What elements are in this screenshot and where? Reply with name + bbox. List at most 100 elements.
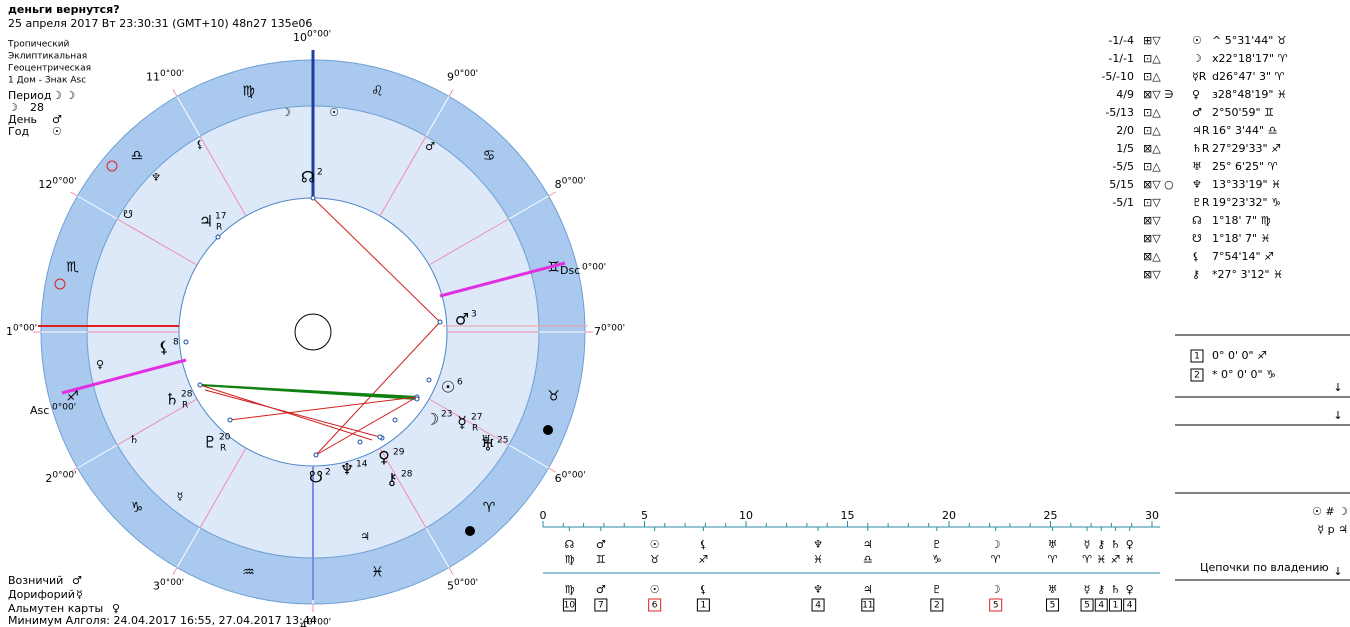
planet-glyph: ♄ <box>165 390 179 409</box>
setting: Эклиптикальная <box>8 52 87 62</box>
aspect-line <box>199 384 373 441</box>
chart-info: 25 апреля 2017 Вт 23:30:31 (GMT+10) 48n2… <box>8 17 312 30</box>
column-sign: ♉ <box>650 553 660 566</box>
planet-glyph: ♀ <box>378 448 390 467</box>
reception: ☿ p ♃ <box>1317 523 1348 536</box>
house-number: 11 <box>146 70 160 83</box>
house-cusp-tick <box>448 89 454 97</box>
column-ruler: ♂ <box>596 583 606 596</box>
aspect-position: 1°18' 7" ♓ <box>1212 232 1270 245</box>
aspect-planet: ☉ <box>1192 34 1202 47</box>
column-box <box>1080 598 1094 612</box>
aspect-planet: ♀ <box>1192 88 1200 101</box>
ruler-value: ☉ <box>52 125 62 138</box>
aspect-position: 2°50'59" ♊ <box>1212 106 1274 119</box>
retrograde: R <box>220 444 226 454</box>
house-degree: 0°00' <box>160 69 184 79</box>
scale-tick-label: 5 <box>641 509 648 522</box>
column-house: 2 <box>934 601 940 611</box>
aspect-flags: ⊡△ <box>1143 160 1161 173</box>
ruler-value: 28 <box>30 101 44 114</box>
column-planet: ⚸ <box>699 538 707 551</box>
aspect-flags: ⊠▽ <box>1143 214 1161 227</box>
column-sign: ♐ <box>698 553 708 566</box>
scale-tick-label: 15 <box>841 509 855 522</box>
footer-label: Альмутен карты <box>8 602 103 615</box>
sign-divider <box>176 527 201 568</box>
house-degree: 0°00' <box>454 69 478 79</box>
aspect-flags: ⊡△ <box>1143 106 1161 119</box>
aspect-planet: ☊ <box>1192 214 1202 227</box>
planet-degree: 23 <box>441 410 452 420</box>
house-cusp <box>199 136 247 217</box>
house-number: 5 <box>447 580 454 593</box>
house-glyph: ☽ <box>281 106 291 119</box>
chains-label: Цепочки по владению <box>1200 561 1329 574</box>
house-cusp <box>379 136 427 217</box>
setting: Тропический <box>7 40 70 50</box>
house-number: 7 <box>594 325 601 338</box>
column-house: 1 <box>1113 601 1119 611</box>
sign-glyph: ♈ <box>483 500 496 516</box>
sign-divider <box>425 527 450 568</box>
aspect-planet: ♇R <box>1192 196 1210 209</box>
house-glyph: ♀ <box>96 358 104 371</box>
column-sign: ♈ <box>1048 553 1058 566</box>
column-house: 1 <box>701 601 707 611</box>
house-number: 10 <box>293 31 307 44</box>
sign-glyph: ♓ <box>371 565 384 581</box>
house-cusp-tick <box>70 467 78 473</box>
aspect-position: d26°47' 3" ♈ <box>1212 70 1285 83</box>
algol-info: Минимум Алголя: 24.04.2017 16:55, 27.04.… <box>8 614 317 627</box>
planet-degree: 17 <box>215 212 226 222</box>
house-glyph: ☿ <box>177 490 184 503</box>
planet-degree: 6 <box>457 378 463 388</box>
center <box>294 313 332 351</box>
ruler-value: ☽ ☽ <box>52 89 75 102</box>
column-house: 10 <box>564 601 576 611</box>
dsc-axis <box>439 261 566 298</box>
aspect-position: 27°29'33" ♐ <box>1212 142 1281 155</box>
house-glyph: ⚸ <box>196 138 204 151</box>
house-number: 9 <box>447 70 454 83</box>
scale-tick-label: 0 <box>540 509 547 522</box>
aspect-line <box>229 396 418 421</box>
aspect-position: 13°33'19" ♓ <box>1212 178 1281 191</box>
aspect-planet: ⚸ <box>1192 250 1200 263</box>
aspect-flags: ⊠▽ <box>1143 268 1161 281</box>
column-house: 4 <box>1127 601 1133 611</box>
planet-point <box>426 377 432 383</box>
sign-glyph: ♋ <box>483 148 496 164</box>
house-degree: 0°00' <box>13 324 37 334</box>
house-glyph: ♆ <box>151 171 161 184</box>
sign-glyph: ♎ <box>131 148 144 164</box>
house-glyph: ♅ <box>481 433 491 446</box>
column-planet: ☿ <box>1084 538 1091 551</box>
column-sign: ♓ <box>813 553 823 566</box>
house-number: 12 <box>38 178 52 191</box>
aspect-score: -5/-10 <box>1101 70 1134 83</box>
footer-value: ♀ <box>112 602 120 615</box>
marker <box>54 278 66 290</box>
reception: ☉ # ☽ <box>1312 505 1348 518</box>
column-sign: ♓ <box>1096 553 1106 566</box>
dsc-degree: 0°00' <box>582 263 606 273</box>
column-sign: ♑ <box>932 553 942 566</box>
aspect-line <box>199 384 418 400</box>
sign-divider <box>508 195 549 220</box>
column-planet: ♃ <box>863 538 873 551</box>
aspect-flags: ⊞▽ <box>1143 34 1161 47</box>
house-degree: 0°00' <box>562 177 586 187</box>
planet-point <box>414 396 420 402</box>
column-house: 7 <box>598 601 604 611</box>
planet-degree: 3 <box>471 310 477 320</box>
planet-degree: 29 <box>393 448 405 458</box>
aspect-planet: ☽ <box>1192 52 1202 65</box>
sign-glyph: ♌ <box>371 83 384 99</box>
planet-glyph: ☿ <box>457 413 467 432</box>
point-text: 0° 0' 0" ♐ <box>1212 349 1267 362</box>
point-text: * 0° 0' 0" ♑ <box>1212 368 1276 381</box>
aspect-planet: ⚷ <box>1192 268 1200 281</box>
planet-glyph: ♅ <box>481 436 495 455</box>
